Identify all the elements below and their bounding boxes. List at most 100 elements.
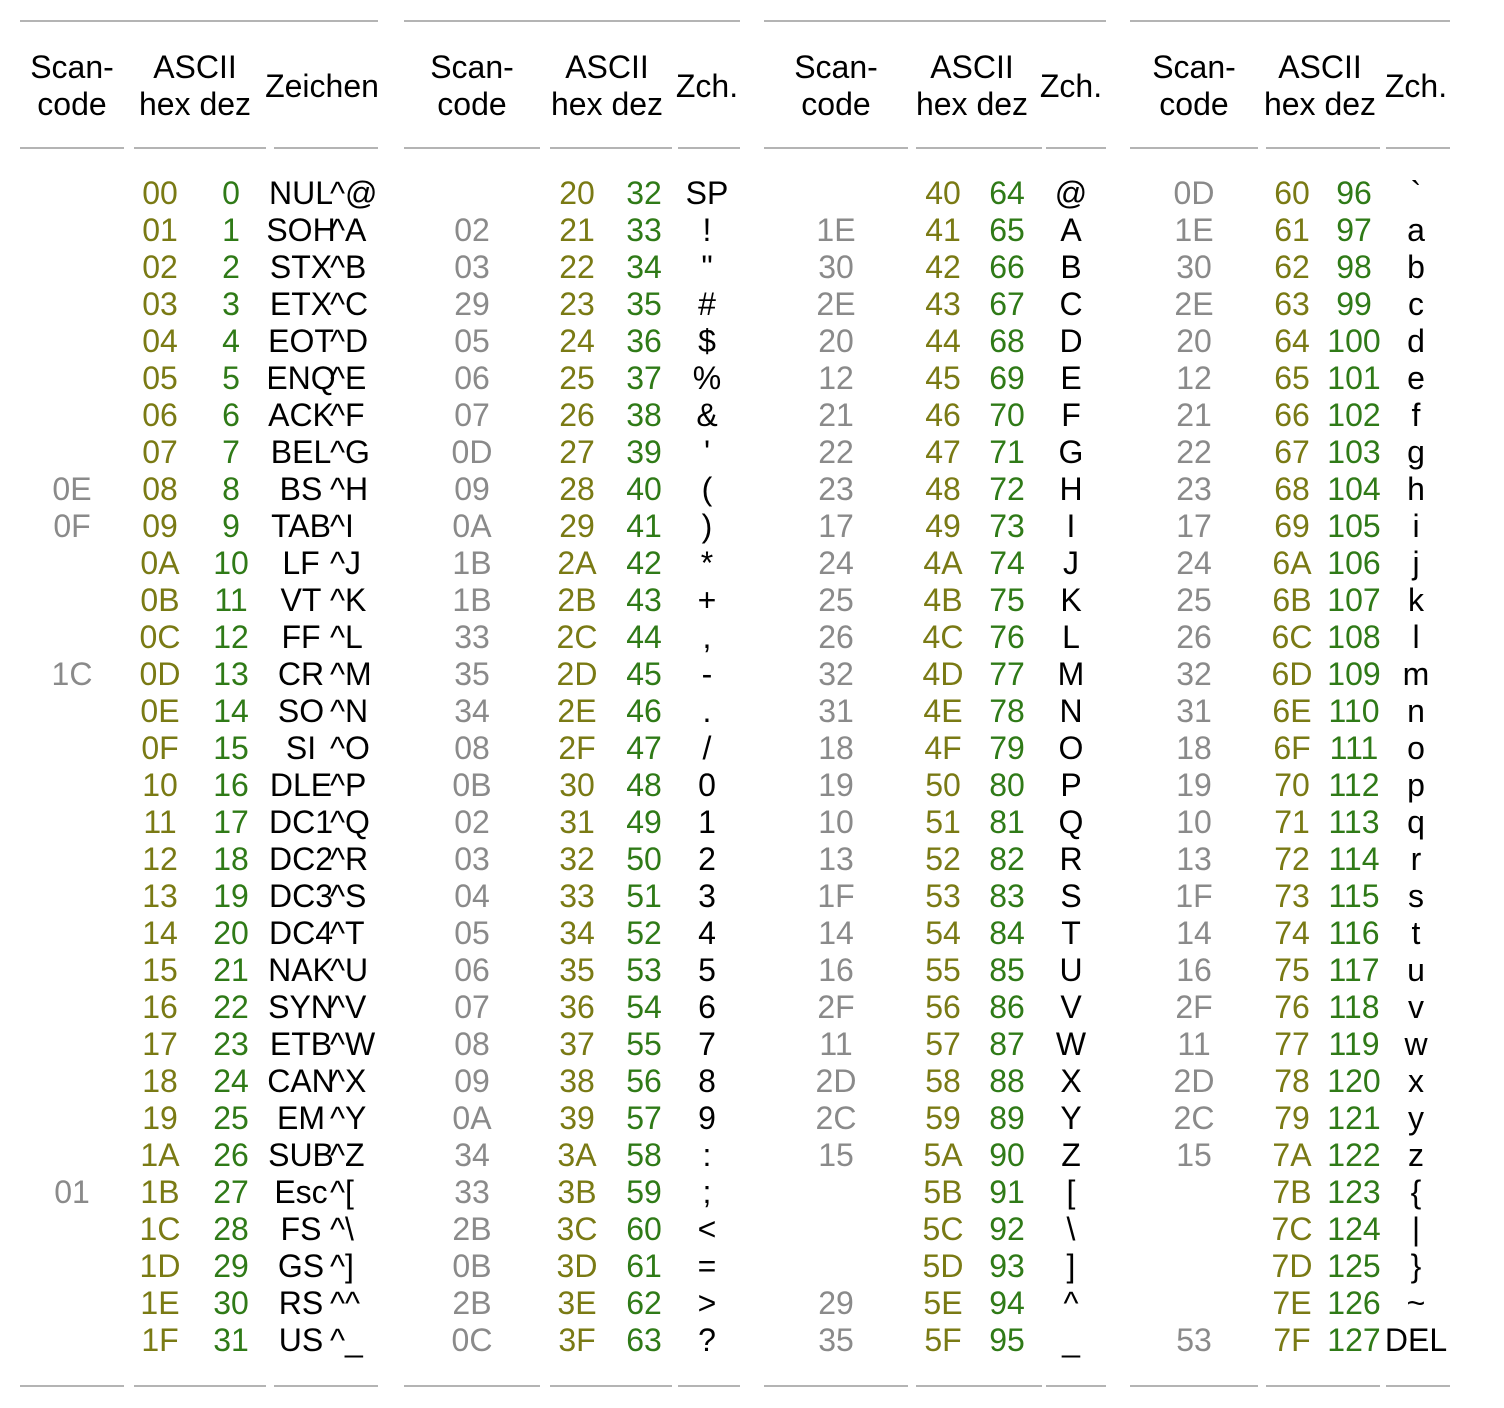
scancode-cell: 02 [454, 804, 490, 840]
dec-cell: 76 [989, 619, 1025, 655]
hex-cell: 02 [142, 249, 178, 285]
dec-cell: 23 [213, 1026, 249, 1062]
hex-cell: 21 [559, 212, 595, 248]
scancode-cell [20, 1137, 124, 1174]
char-cell: j [1412, 545, 1420, 581]
scancode-cell: 18 [818, 730, 854, 766]
scancode-cell: 32 [1176, 656, 1212, 692]
scancode-cell: 16 [1176, 952, 1212, 988]
rule-header-2 [550, 147, 672, 149]
rule-header-3 [1386, 147, 1450, 149]
header-scancode-line: code [801, 86, 871, 122]
rule-header-3 [1046, 147, 1106, 149]
hex-cell: 17 [142, 1026, 178, 1062]
scancode-cell: 2D [815, 1063, 857, 1099]
header-scancode-line: code [437, 86, 507, 122]
dec-cell: 120 [1327, 1063, 1381, 1099]
scancode-cell: 06 [454, 952, 490, 988]
char-cell: EOT [268, 323, 334, 359]
char-cell: ' [703, 434, 711, 470]
hex-cell: 40 [925, 175, 961, 211]
header-char-label: Zch. [1384, 67, 1448, 104]
dec-cell: 34 [626, 249, 662, 285]
scancode-cell: 25 [1176, 582, 1212, 618]
hex-cell: 3D [556, 1248, 598, 1284]
hex-cell: 67 [1274, 434, 1310, 470]
dec-cell: 92 [989, 1211, 1025, 1247]
hex-cell: 11 [143, 804, 177, 840]
scancode-cell: 01 [54, 1174, 90, 1210]
char-cell: ETX [269, 286, 333, 322]
char-cell: GS [277, 1248, 325, 1284]
dec-cell: 104 [1327, 471, 1381, 507]
scancode-cell: 18 [1176, 730, 1212, 766]
hex-cell: 70 [1274, 767, 1310, 803]
scancode-cell [20, 249, 124, 286]
dec-cell: 33 [626, 212, 662, 248]
char-cell: TAB [271, 508, 331, 544]
char-cell: BEL [270, 434, 332, 470]
scancode-cell: 30 [1176, 249, 1212, 285]
header-ascii-line: hex dez [1263, 86, 1377, 122]
dec-cell: 57 [626, 1100, 662, 1136]
dec-cell: 4 [222, 323, 240, 359]
char-cell: - [701, 656, 713, 692]
scancode-cell [20, 804, 124, 841]
hex-cell: 46 [925, 397, 961, 433]
dec-cell: 10 [213, 545, 249, 581]
char-cell: [ [1066, 1174, 1076, 1210]
char-cell: t [1411, 915, 1421, 951]
rule-header-2 [1266, 147, 1380, 149]
scancode-cell: 11 [1177, 1026, 1211, 1062]
scancode-cell [20, 1285, 124, 1322]
hex-cell: 7E [1272, 1285, 1312, 1321]
scancode-cell: 0E [52, 471, 92, 507]
scancode-cell [20, 1063, 124, 1100]
hex-cell: 47 [925, 434, 961, 470]
dec-cell: 2 [222, 249, 240, 285]
hex-cell: 56 [925, 989, 961, 1025]
hex-cell: 57 [925, 1026, 961, 1062]
char-cell: 7 [698, 1026, 716, 1062]
dec-cell: 25 [213, 1100, 249, 1136]
hex-cell: 4C [922, 619, 964, 655]
dec-cell: 85 [989, 952, 1025, 988]
hex-cell: 5D [922, 1248, 964, 1284]
header-scancode-line: Scan- [430, 49, 514, 85]
hex-cell: 1A [140, 1137, 180, 1173]
scancode-cell [20, 1211, 124, 1248]
scancode-cell: 14 [818, 915, 854, 951]
hex-cell: 6E [1272, 693, 1312, 729]
char-cell: P [1060, 767, 1082, 803]
rule-header-1 [1130, 147, 1258, 149]
char-cell: @ [1054, 175, 1088, 211]
header-ascii-line: hex dez [138, 86, 252, 122]
header-ascii: ASCII hex dez [540, 46, 674, 126]
hex-cell: 08 [142, 471, 178, 507]
dec-cell: 42 [626, 545, 662, 581]
dec-cell: 41 [626, 508, 662, 544]
hex-cell: 61 [1274, 212, 1310, 248]
scancode-cell [20, 175, 124, 212]
dec-cell: 115 [1328, 878, 1380, 914]
scancode-cell: 16 [818, 952, 854, 988]
scancode-cell [20, 915, 124, 952]
dec-cell: 80 [989, 767, 1025, 803]
dec-cell: 18 [213, 841, 249, 877]
hex-cell: 7F [1273, 1322, 1311, 1358]
dec-cell: 5 [222, 360, 240, 396]
ctrl-key-cell: ^_ [330, 1322, 363, 1358]
header-scancode: Scan-code [404, 46, 540, 126]
dec-cell: 15 [213, 730, 249, 766]
scancode-cell: 19 [818, 767, 854, 803]
hex-cell: 15 [142, 952, 178, 988]
hex-cell: 1D [139, 1248, 181, 1284]
scancode-cell [20, 952, 124, 989]
scancode-cell: 2C [1173, 1100, 1215, 1136]
hex-cell: 10 [142, 767, 178, 803]
dec-cell: 101 [1327, 360, 1381, 396]
dec-cell: 66 [989, 249, 1025, 285]
hex-cell: 75 [1274, 952, 1310, 988]
ctrl-key-cell: ^P [330, 767, 367, 803]
header-ascii-line: hex dez [915, 86, 1029, 122]
